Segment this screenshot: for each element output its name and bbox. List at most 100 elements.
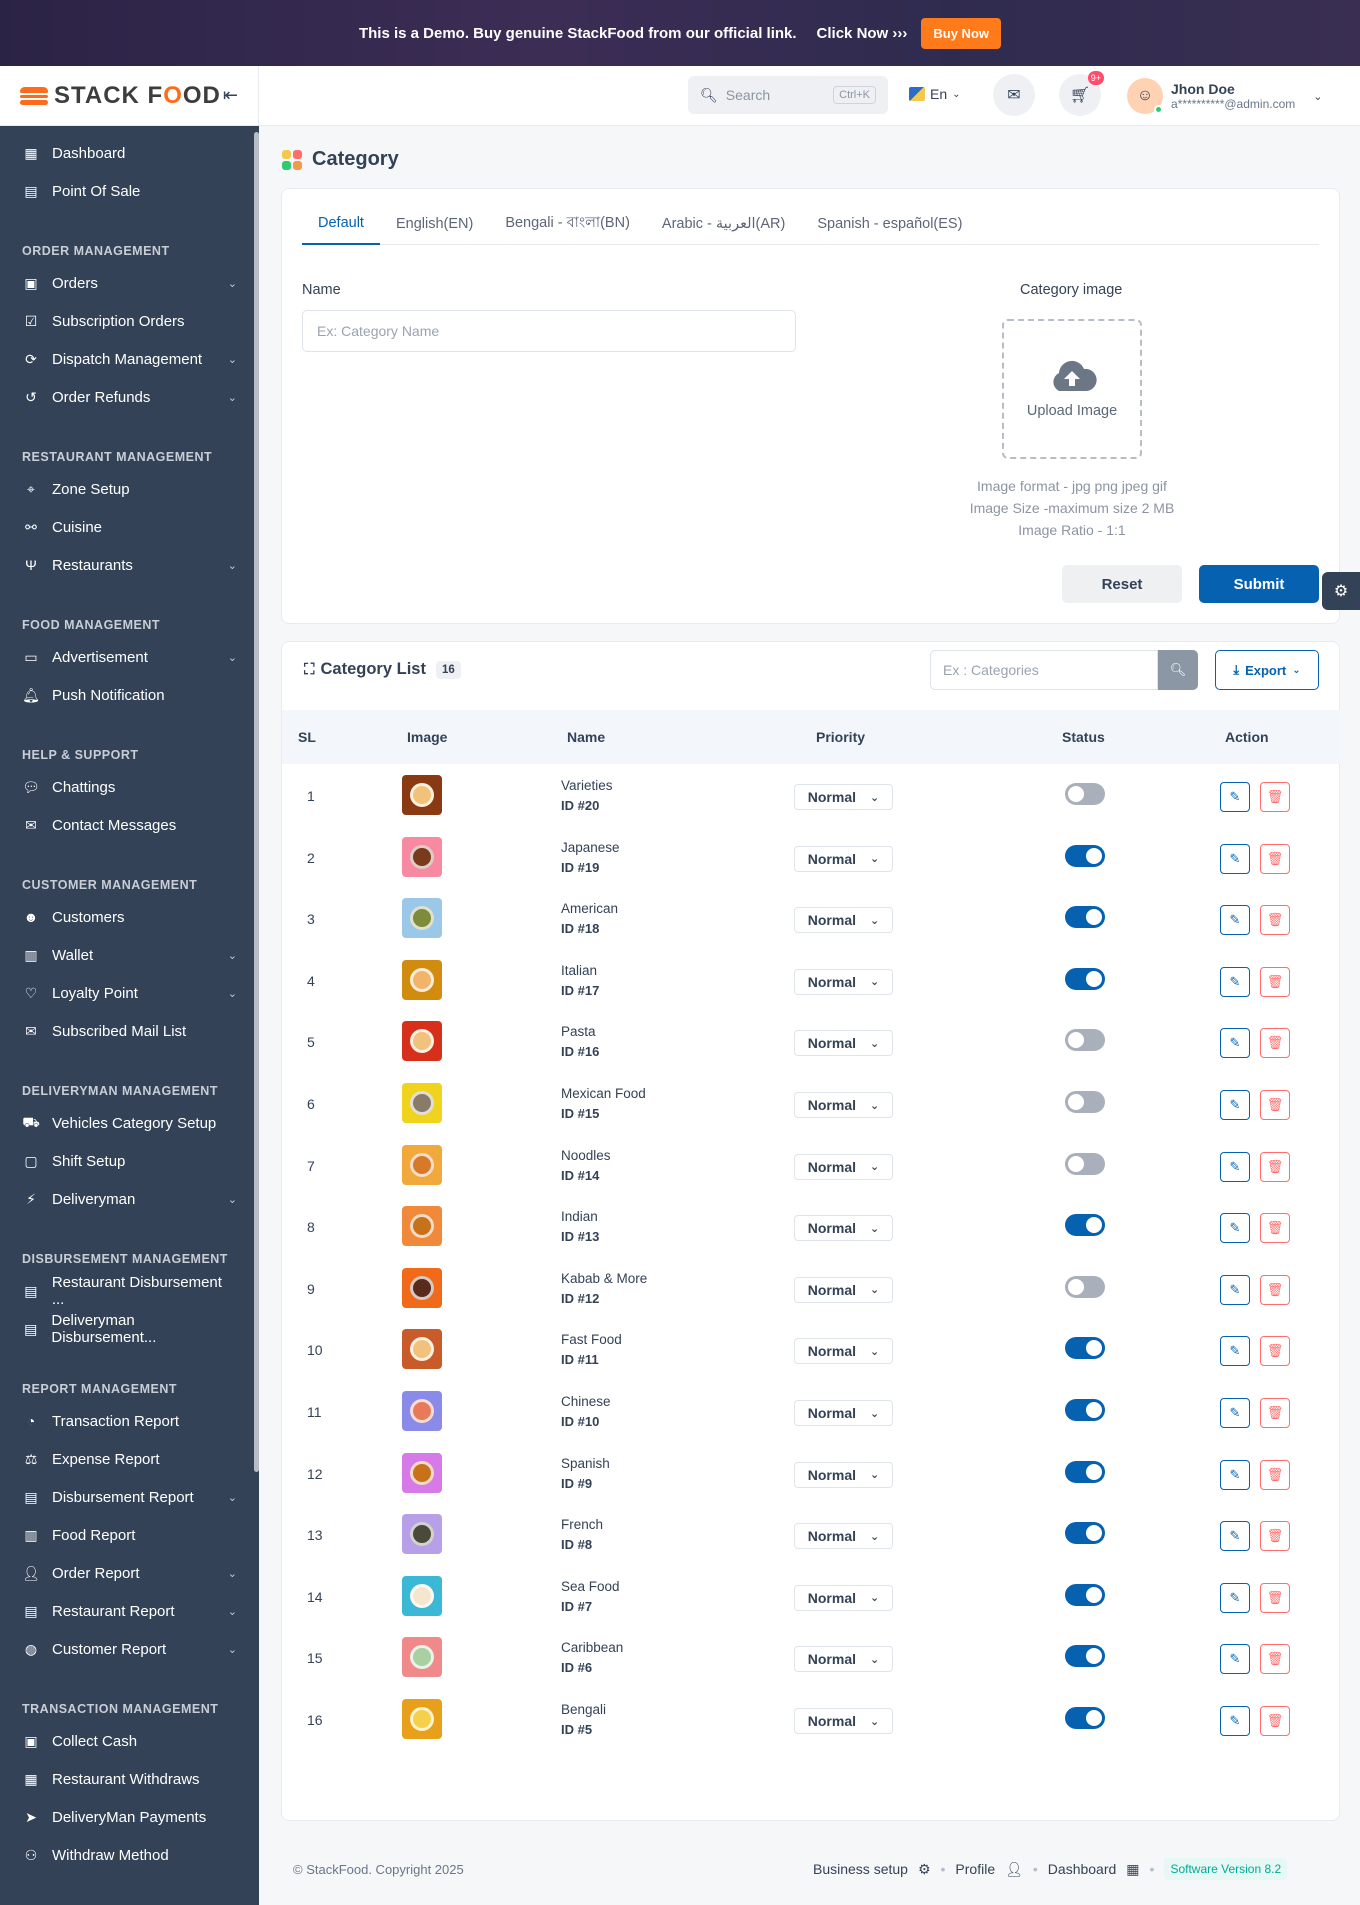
edit-button[interactable]: ✎ bbox=[1220, 1521, 1250, 1552]
edit-button[interactable]: ✎ bbox=[1220, 1398, 1250, 1428]
reset-button[interactable]: Reset bbox=[1062, 565, 1182, 603]
sidebar-item-withdraw-method[interactable]: ⚇ Withdraw Method bbox=[0, 1836, 259, 1874]
sidebar-scrollbar[interactable] bbox=[254, 132, 259, 1472]
settings-gear-button[interactable]: ⚙ bbox=[1322, 572, 1360, 610]
delete-button[interactable]: 🗑︎ bbox=[1260, 1028, 1290, 1059]
edit-button[interactable]: ✎ bbox=[1220, 843, 1250, 874]
sidebar-item-subscribed-mail-list[interactable]: ✉ Subscribed Mail List bbox=[0, 1012, 259, 1050]
edit-button[interactable]: ✎ bbox=[1220, 1459, 1250, 1490]
logo[interactable]: STACK FOOD bbox=[20, 82, 221, 110]
sidebar-item-cuisine[interactable]: ⚯ Cuisine bbox=[0, 508, 259, 546]
banner-click-link[interactable]: Click Now ››› bbox=[816, 24, 908, 42]
sidebar-item-wallet[interactable]: ▥ Wallet ⌄ bbox=[0, 936, 259, 974]
edit-button[interactable]: ✎ bbox=[1220, 1336, 1250, 1367]
delete-button[interactable]: 🗑︎ bbox=[1260, 1151, 1290, 1182]
sidebar-item-deliveryman-payments[interactable]: ➤ DeliveryMan Payments bbox=[0, 1798, 259, 1836]
priority-select[interactable]: Normal ⌄ bbox=[794, 1153, 893, 1180]
tab-4[interactable]: Spanish - español(ES) bbox=[817, 216, 963, 232]
priority-select[interactable]: Normal ⌄ bbox=[794, 1708, 893, 1734]
sidebar-item-order-refunds[interactable]: ↺ Order Refunds ⌄ bbox=[0, 378, 259, 416]
sidebar-item-loyalty-point[interactable]: ♡ Loyalty Point ⌄ bbox=[0, 974, 259, 1012]
header-search[interactable]: 🔍︎ Search Ctrl+K bbox=[688, 76, 888, 114]
cart-button[interactable]: 🛒︎ 9+ bbox=[1059, 71, 1104, 116]
edit-button[interactable]: ✎ bbox=[1220, 1582, 1250, 1613]
delete-button[interactable]: 🗑︎ bbox=[1260, 1090, 1290, 1120]
priority-select[interactable]: Normal ⌄ bbox=[794, 1400, 893, 1426]
sidebar-item-point-of-sale[interactable]: ▤ Point Of Sale bbox=[0, 172, 259, 210]
category-search-input[interactable]: Ex : Categories bbox=[930, 650, 1158, 690]
edit-button[interactable]: ✎ bbox=[1220, 1151, 1250, 1182]
sidebar-item-customers[interactable]: ☻ Customers bbox=[0, 898, 259, 936]
edit-button[interactable]: ✎ bbox=[1220, 1090, 1250, 1120]
sidebar-item-chattings[interactable]: 💬︎ Chattings bbox=[0, 768, 259, 806]
delete-button[interactable]: 🗑︎ bbox=[1260, 1582, 1290, 1613]
priority-select[interactable]: Normal ⌄ bbox=[794, 1338, 893, 1365]
edit-button[interactable]: ✎ bbox=[1220, 1274, 1250, 1305]
sidebar-item-dashboard[interactable]: ▦ Dashboard bbox=[0, 134, 259, 172]
upload-image-dropzone[interactable]: Upload Image bbox=[1002, 319, 1142, 459]
submit-button[interactable]: Submit bbox=[1199, 565, 1319, 603]
sidebar-item-food-report[interactable]: ▥ Food Report bbox=[0, 1516, 259, 1554]
user-menu[interactable]: ☺ Jhon Doe a**********@admin.com ⌄ bbox=[1127, 78, 1322, 114]
edit-button[interactable]: ✎ bbox=[1220, 1644, 1250, 1675]
sidebar-item-order-report[interactable]: 👤︎ Order Report ⌄ bbox=[0, 1554, 259, 1592]
priority-select[interactable]: Normal ⌄ bbox=[794, 1584, 893, 1611]
priority-select[interactable]: Normal ⌄ bbox=[794, 1092, 893, 1118]
sidebar-item-deliveryman-disbursement[interactable]: ▤ Deliveryman Disbursement... bbox=[0, 1310, 259, 1348]
edit-button[interactable]: ✎ bbox=[1220, 1028, 1250, 1059]
status-toggle[interactable] bbox=[1065, 1522, 1105, 1545]
priority-select[interactable]: Normal ⌄ bbox=[794, 1030, 893, 1057]
priority-select[interactable]: Normal ⌄ bbox=[794, 1646, 893, 1673]
priority-select[interactable]: Normal ⌄ bbox=[794, 1276, 893, 1303]
tab-2[interactable]: Bengali - বাংলা(BN) bbox=[505, 215, 630, 231]
status-toggle[interactable] bbox=[1065, 1707, 1105, 1729]
sidebar-item-restaurants[interactable]: Ψ Restaurants ⌄ bbox=[0, 546, 259, 584]
delete-button[interactable]: 🗑︎ bbox=[1260, 843, 1290, 874]
business-setup-link[interactable]: Business setup bbox=[813, 1861, 908, 1877]
sidebar-item-zone-setup[interactable]: ⌖ Zone Setup bbox=[0, 470, 259, 508]
sidebar-item-advertisement[interactable]: ▭ Advertisement ⌄ bbox=[0, 638, 259, 676]
status-toggle[interactable] bbox=[1065, 1645, 1105, 1668]
tab-0[interactable]: Default bbox=[302, 203, 380, 245]
sidebar-item-customer-report[interactable]: ◍ Customer Report ⌄ bbox=[0, 1630, 259, 1668]
edit-button[interactable]: ✎ bbox=[1220, 966, 1250, 997]
delete-button[interactable]: 🗑︎ bbox=[1260, 966, 1290, 997]
edit-button[interactable]: ✎ bbox=[1220, 1213, 1250, 1244]
status-toggle[interactable] bbox=[1065, 844, 1105, 867]
status-toggle[interactable] bbox=[1065, 1152, 1105, 1175]
sidebar-item-push-notification[interactable]: 🔔︎ Push Notification bbox=[0, 676, 259, 714]
priority-select[interactable]: Normal ⌄ bbox=[794, 784, 893, 810]
delete-button[interactable]: 🗑︎ bbox=[1260, 1213, 1290, 1244]
sidebar-item-subscription-orders[interactable]: ☑ Subscription Orders bbox=[0, 302, 259, 340]
collapse-sidebar-icon[interactable]: ⇤ bbox=[222, 85, 238, 105]
status-toggle[interactable] bbox=[1065, 1399, 1105, 1421]
status-toggle[interactable] bbox=[1065, 906, 1105, 929]
status-toggle[interactable] bbox=[1065, 1275, 1105, 1298]
sidebar-item-restaurant-withdraws[interactable]: ▦ Restaurant Withdraws bbox=[0, 1760, 259, 1798]
priority-select[interactable]: Normal ⌄ bbox=[794, 845, 893, 872]
sidebar-item-shift-setup[interactable]: ▢ Shift Setup bbox=[0, 1142, 259, 1180]
priority-select[interactable]: Normal ⌄ bbox=[794, 1523, 893, 1550]
export-button[interactable]: ⤓ Export ⌄ bbox=[1215, 650, 1319, 690]
delete-button[interactable]: 🗑︎ bbox=[1260, 1521, 1290, 1552]
sidebar-item-vehicles-category-setup[interactable]: ⛟ Vehicles Category Setup bbox=[0, 1104, 259, 1142]
status-toggle[interactable] bbox=[1065, 1029, 1105, 1052]
delete-button[interactable]: 🗑︎ bbox=[1260, 1398, 1290, 1428]
sidebar-item-deliveryman[interactable]: ⚡︎ Deliveryman ⌄ bbox=[0, 1180, 259, 1218]
category-search-button[interactable]: 🔍︎ bbox=[1158, 650, 1198, 690]
delete-button[interactable]: 🗑︎ bbox=[1260, 1274, 1290, 1305]
sidebar-item-collect-cash[interactable]: ▣ Collect Cash bbox=[0, 1722, 259, 1760]
tab-1[interactable]: English(EN) bbox=[395, 216, 474, 232]
status-toggle[interactable] bbox=[1065, 1214, 1105, 1237]
delete-button[interactable]: 🗑︎ bbox=[1260, 1336, 1290, 1367]
dashboard-link[interactable]: Dashboard bbox=[1047, 1861, 1117, 1877]
sidebar-item-restaurant-disbursement[interactable]: ▤ Restaurant Disbursement ... bbox=[0, 1272, 259, 1310]
status-toggle[interactable] bbox=[1065, 1460, 1105, 1483]
profile-link[interactable]: Profile bbox=[955, 1861, 996, 1877]
status-toggle[interactable] bbox=[1065, 1583, 1105, 1606]
priority-select[interactable]: Normal ⌄ bbox=[794, 1461, 893, 1488]
status-toggle[interactable] bbox=[1065, 783, 1105, 805]
delete-button[interactable]: 🗑︎ bbox=[1260, 1706, 1290, 1736]
edit-button[interactable]: ✎ bbox=[1220, 1706, 1250, 1736]
sidebar-item-dispatch-management[interactable]: ⟳ Dispatch Management ⌄ bbox=[0, 340, 259, 378]
